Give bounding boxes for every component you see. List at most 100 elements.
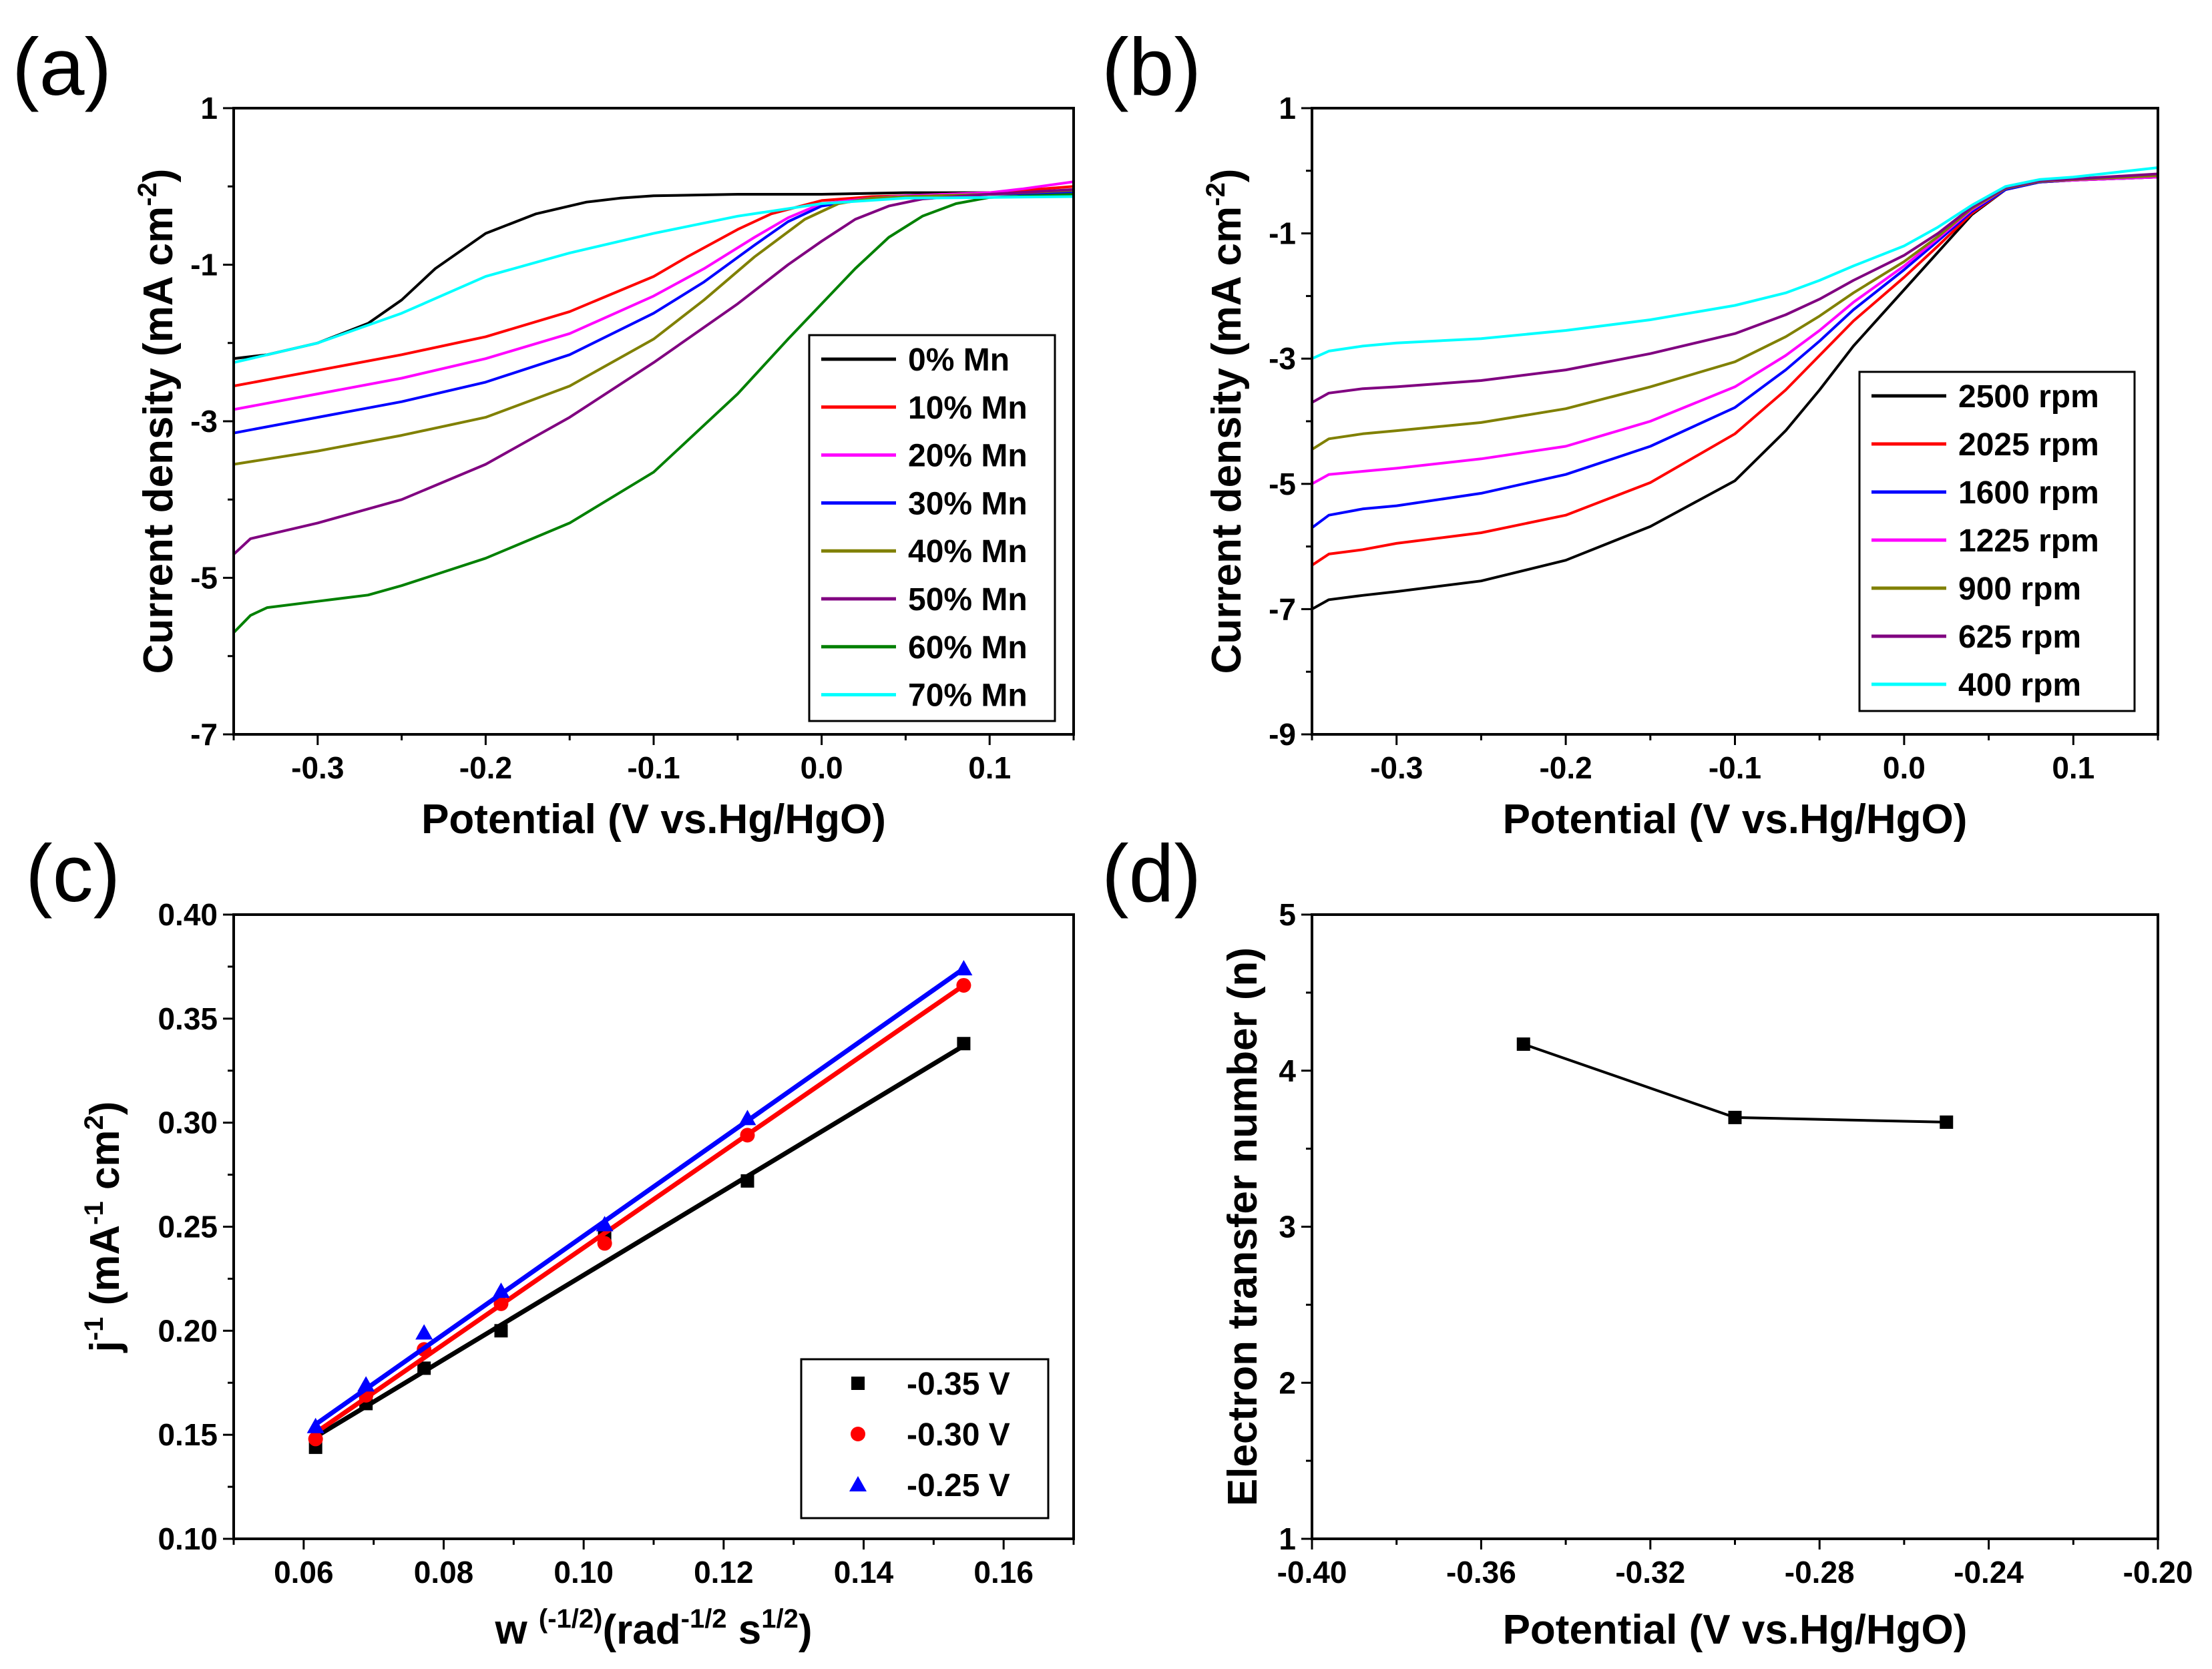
y-axis-label-close: ) [1204,169,1250,183]
x-axis-label-part: w [494,1607,538,1653]
legend-label: 50% Mn [908,582,1028,618]
legend-item: 30% Mn [821,486,1028,521]
series-0-25-v-point [596,1216,614,1232]
legend-label: 1600 rpm [1958,475,2099,511]
y-tick-label: 3 [1279,1210,1296,1244]
y-tick-label: 2 [1279,1365,1296,1400]
x-tick-label: -0.28 [1785,1555,1855,1590]
x-tick-label: 0.14 [834,1555,894,1590]
legend-item: 20% Mn [821,439,1028,474]
legend-item: 40% Mn [821,534,1028,569]
x-tick-label: 0.0 [801,750,843,785]
series-0-35-v-point [417,1361,431,1375]
y-tick-label: 0.35 [158,1001,218,1036]
legend-label: 60% Mn [908,630,1028,666]
legend-label: 20% Mn [908,439,1028,474]
panel-3: (c) 0.06 0.08 0.10 0.12 0.14 0.16 0.10 0.15 0.20 0… [25,828,1075,1653]
legend-item: 50% Mn [821,582,1028,618]
legend-label: 2500 rpm [1958,379,2099,415]
legend: -0.35 V -0.30 V -0.25 V [800,1358,1050,1519]
y-tick-label: -1 [1269,216,1296,251]
legend-marker [849,1476,867,1491]
legend-label: 30% Mn [908,486,1028,521]
legend-item: -0.30 V [851,1417,1010,1453]
y-tick-label: 0.25 [158,1210,218,1244]
legend-label: 10% Mn [908,391,1028,426]
legend: 2500 rpm 2025 rpm 1600 rpm 1225 rpm 900 rpm 6… [1858,371,2136,712]
y-axis-label-part: (mA [82,1225,128,1317]
legend-marker [851,1377,865,1390]
series-0-25-v-point [738,1110,756,1126]
x-tick-label: 0.16 [973,1555,1034,1590]
y-axis-label-close: ) [136,169,182,183]
x-axis-label: w (-1/2)(rad-1/2 s1/2) [494,1604,812,1653]
y-axis-label-part: cm [82,1130,128,1201]
legend-item: 60% Mn [821,630,1028,666]
x-tick-label: 0.08 [414,1555,474,1590]
x-tick-label: 0.10 [554,1555,614,1590]
legend-item: -0.25 V [849,1468,1010,1503]
y-tick-label: 0.40 [158,897,218,932]
y-tick-label: -1 [190,248,218,282]
x-tick-label: 0.1 [2052,750,2094,785]
legend-item: 2500 rpm [1871,379,2099,415]
y-tick-label: 0.20 [158,1313,218,1348]
x-axis-label-part: 1/2 [761,1604,799,1634]
x-axis-label-part: s [727,1607,762,1653]
y-tick-label: -3 [190,404,218,439]
legend-label: 1225 rpm [1958,523,2099,559]
series-0-30-v-point [493,1296,509,1311]
x-tick-label: -0.40 [1277,1555,1347,1590]
x-tick-label: -0.2 [1539,750,1592,785]
x-tick-label: -0.36 [1446,1555,1516,1590]
series-400-rpm-line [1312,166,2158,361]
legend-item: 1225 rpm [1871,523,2099,559]
legend: 0% Mn 10% Mn 20% Mn 30% Mn 40% Mn 50% Mn 60% M… [808,334,1056,722]
series-0-25-v-point [306,1417,324,1433]
x-tick-label: -0.1 [627,750,680,785]
x-tick-label: 0.0 [1883,750,1926,785]
y-axis-label: Current density (mA cm-2) [133,169,182,674]
series-0-25-v-point [357,1376,375,1392]
series-0-30-v-point [740,1128,755,1143]
legend-label: -0.30 V [907,1417,1010,1453]
series-n-point [1940,1115,1954,1129]
legend-label: 0% Mn [908,342,1010,378]
panel-label: (b) [1102,21,1201,112]
x-axis-label: Potential (V vs.Hg/HgO) [421,796,886,843]
legend-box [808,334,1056,722]
series-625-rpm-line [1312,172,2158,404]
series-0-35-v-point [740,1174,754,1188]
legend-item: 900 rpm [1871,571,2081,607]
legend-item: 2025 rpm [1871,427,2099,463]
plot-frame [232,913,1075,1540]
legend-label: 70% Mn [908,678,1028,714]
panel-4: (d) -0.40 -0.36 -0.32 -0.28 -0.24 -0.20 1 2 3 4 5 Po… [1102,828,2193,1653]
panel-label: (d) [1102,828,1201,919]
x-tick-label: -0.1 [1709,750,1761,785]
series-0-25-v-point [955,960,973,976]
y-tick-label: -5 [190,561,218,595]
series-0-35-v-point [494,1324,508,1338]
legend-box [800,1358,1050,1519]
x-tick-label: -0.3 [1370,750,1423,785]
series-40-mn-line [234,189,1074,466]
plot-frame [1311,913,2159,1540]
legend-label: 2025 rpm [1958,427,2099,463]
legend-label: -0.35 V [907,1367,1010,1402]
series-0-25-v-point [415,1324,433,1340]
series-0-25-v-point [492,1282,510,1298]
x-tick-label: -0.32 [1615,1555,1685,1590]
legend-item: 0% Mn [821,342,1010,378]
y-tick-label: 0.30 [158,1106,218,1140]
y-axis-label-part: j [82,1341,128,1353]
y-axis-label-part: 2 [79,1115,109,1130]
legend-label: 900 rpm [1958,571,2081,607]
y-tick-label: 1 [1279,1521,1296,1556]
series-n-point [1728,1110,1742,1124]
panel-2: (b) -0.3 -0.2 -0.1 0.0 0.1 -9 -7 -5 -3 -1 1 Potentia… [1102,21,2159,843]
panel-1: (a) -0.3 -0.2 -0.1 0.0 0.1 -7 -5 -3 -1 1 Potential … [12,21,1075,843]
y-tick-label: 1 [200,91,218,126]
x-axis-label-part: -1/2 [681,1604,727,1634]
